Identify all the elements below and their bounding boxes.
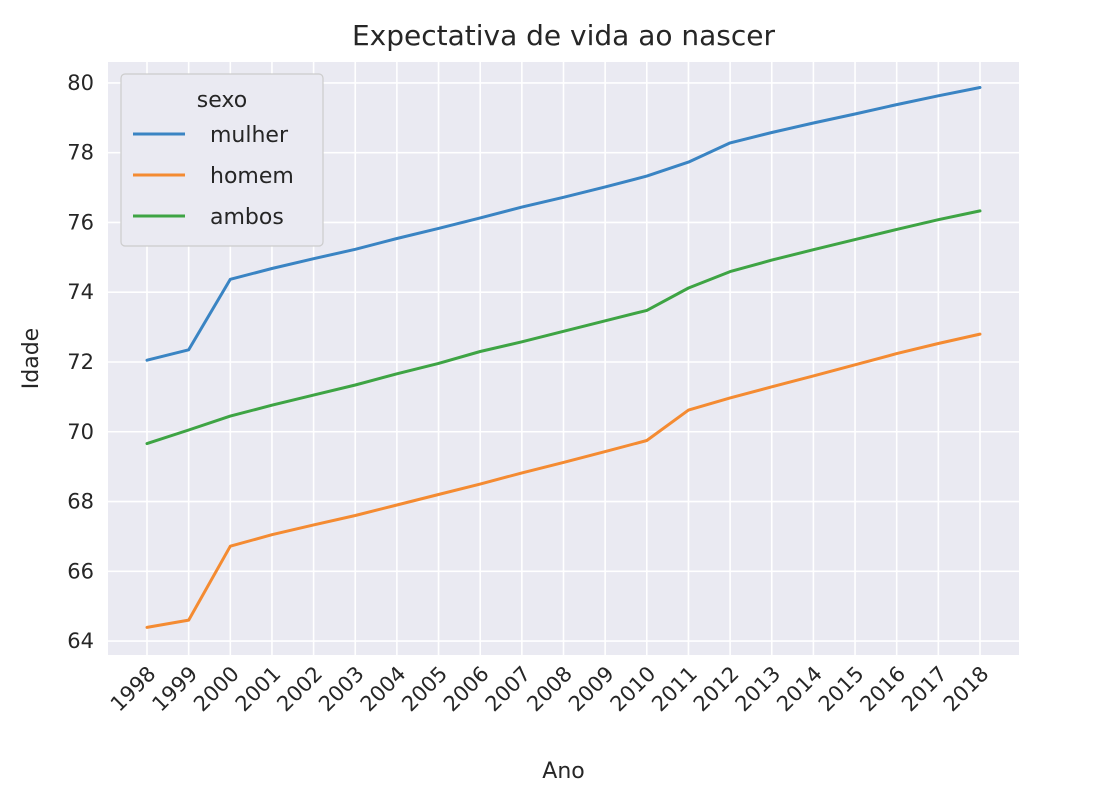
chart-title: Expectativa de vida ao nascer [352, 19, 776, 52]
legend-title: sexo [197, 88, 247, 113]
x-tick-label: 2014 [772, 662, 827, 717]
x-tick-label: 2002 [272, 662, 327, 717]
series-line-ambos [145, 209, 982, 446]
x-tick-label: 2017 [897, 662, 952, 717]
x-tick-label: 2016 [855, 662, 910, 717]
y-tick-label: 64 [67, 629, 94, 653]
x-tick-label: 2012 [689, 662, 744, 717]
y-tick-label: 78 [67, 141, 94, 165]
legend-label-mulher: mulher [210, 123, 289, 148]
x-tick-label: 2006 [439, 662, 494, 717]
x-tick-label: 2010 [606, 662, 661, 717]
x-tick-label: 2013 [731, 662, 786, 717]
x-tick-label: 2007 [481, 662, 536, 717]
x-tick-label: 2004 [356, 662, 411, 717]
y-tick-label: 68 [67, 490, 94, 514]
y-tick-label: 80 [67, 71, 94, 95]
x-tick-label: 2015 [814, 662, 869, 717]
x-tick-label: 1999 [147, 662, 202, 717]
y-tick-label: 66 [67, 559, 94, 583]
x-tick-label: 2009 [564, 662, 619, 717]
y-tick-label: 74 [67, 280, 94, 304]
x-tick-label: 2011 [647, 662, 702, 717]
x-tick-label: 2018 [939, 662, 994, 717]
series-lines [145, 86, 982, 629]
y-tick-label: 70 [67, 420, 94, 444]
series-line-mulher [145, 86, 982, 362]
y-axis-label: Idade [19, 328, 44, 389]
x-tick-label: 2001 [231, 662, 286, 717]
legend-label-homem: homem [210, 164, 294, 189]
x-tick-labels: 1998199920002001200220032004200520062007… [106, 662, 994, 717]
x-tick-label: 2003 [314, 662, 369, 717]
y-tick-label: 76 [67, 210, 94, 234]
y-tick-label: 72 [67, 350, 94, 374]
x-tick-label: 1998 [106, 662, 161, 717]
y-tick-labels: 64 66 68 70 72 74 76 78 80 [67, 71, 94, 653]
legend: sexo mulher homem ambos [120, 73, 324, 247]
x-axis-label: Ano [542, 759, 584, 784]
x-tick-label: 2005 [397, 662, 452, 717]
x-tick-label: 2008 [522, 662, 577, 717]
series-line-homem [145, 332, 982, 629]
x-tick-label: 2000 [189, 662, 244, 717]
legend-label-ambos: ambos [210, 205, 284, 230]
legend-box [120, 73, 324, 247]
